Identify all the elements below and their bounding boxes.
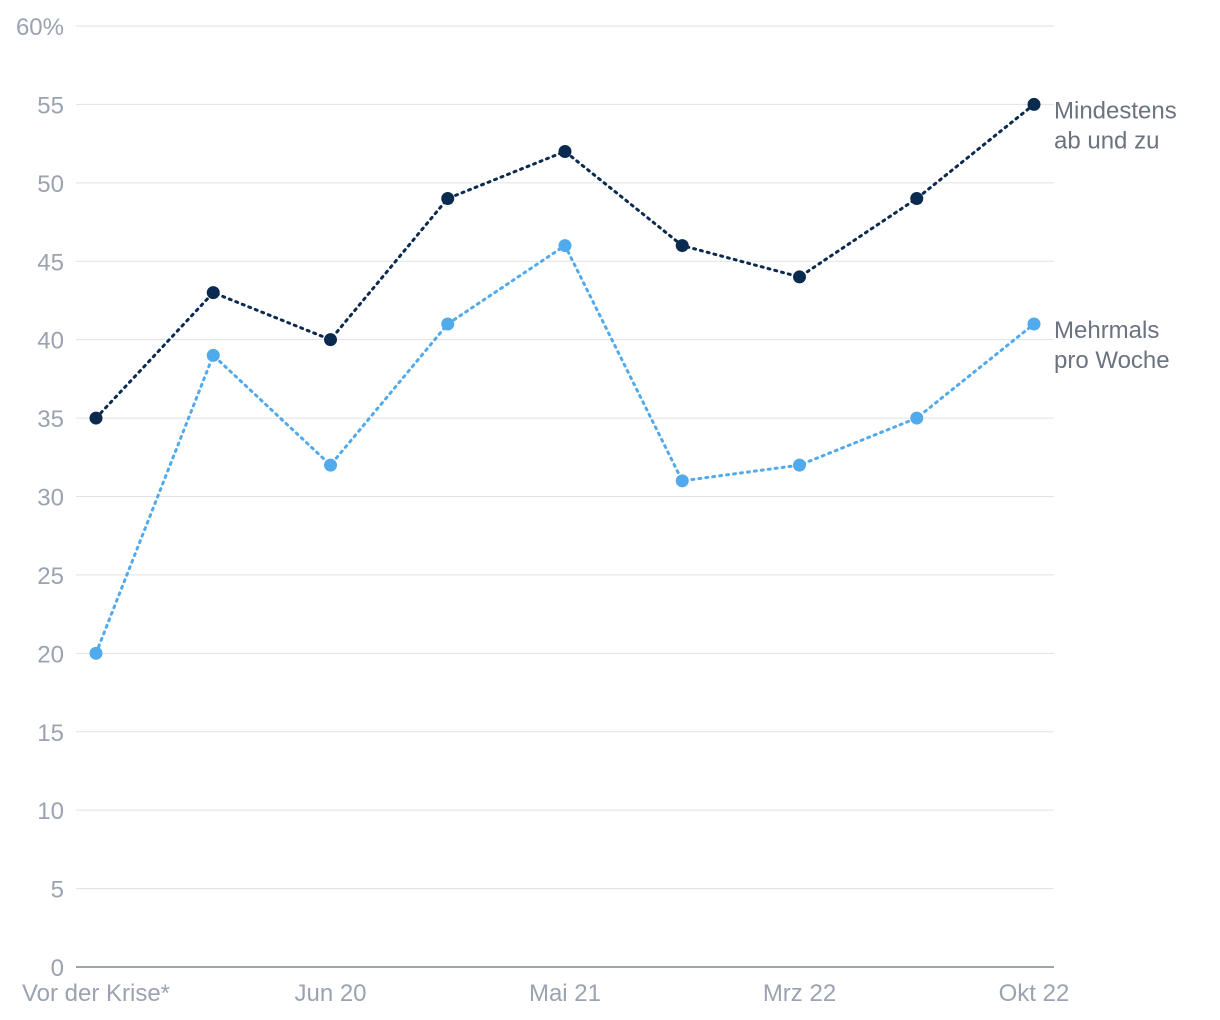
y-tick-label: 55 [37, 92, 64, 119]
series-2 [89, 239, 1041, 660]
series-labels: Mindestens ab und zu Mehrmals pro Woche [1054, 97, 1177, 374]
series-label: Mindestens ab und zu [1054, 97, 1177, 154]
data-point [910, 411, 924, 425]
y-tick-label: 35 [37, 406, 64, 433]
series-line [94, 244, 1036, 655]
x-tick-label: Vor der Krise* [22, 980, 170, 1007]
y-tick-label: 20 [37, 641, 64, 668]
data-point [441, 192, 455, 206]
data-point [324, 458, 337, 472]
data-point [89, 411, 103, 425]
y-tick-label: 25 [37, 563, 64, 590]
x-tick-label: Mai 21 [529, 980, 601, 1007]
series-label: Mehrmals pro Woche [1054, 317, 1170, 374]
gridlines [76, 25, 1054, 968]
data-point [1027, 317, 1041, 331]
x-tick-label: Mrz 22 [763, 980, 836, 1007]
data-point [1027, 97, 1041, 111]
x-axis-tick-labels: Vor der Krise* Jun 20 Mai 21 Mrz 22 Okt 22 [22, 980, 1069, 1007]
y-tick-label: 5 [51, 877, 64, 904]
x-tick-label: Okt 22 [999, 980, 1070, 1007]
data-point [793, 458, 806, 472]
series-1 [89, 97, 1041, 425]
y-tick-label: 45 [37, 249, 64, 276]
y-tick-label: 30 [37, 485, 64, 512]
data-point [558, 144, 572, 158]
data-point [206, 286, 220, 300]
data-point [558, 239, 572, 253]
data-point [324, 333, 337, 347]
y-tick-label: 10 [37, 798, 64, 825]
series-lines [89, 97, 1041, 660]
y-tick-label: 40 [37, 328, 64, 355]
x-tick-label: Jun 20 [294, 980, 366, 1007]
data-point [910, 192, 924, 206]
data-point [675, 239, 689, 253]
data-point [89, 646, 103, 660]
data-point [441, 317, 455, 331]
y-tick-label: 0 [51, 955, 64, 982]
y-tick-label: 50 [37, 171, 64, 198]
data-point [206, 348, 220, 362]
data-point [675, 474, 689, 488]
y-tick-label: 60% [16, 14, 64, 41]
data-point [793, 270, 806, 284]
y-tick-label: 15 [37, 720, 64, 747]
